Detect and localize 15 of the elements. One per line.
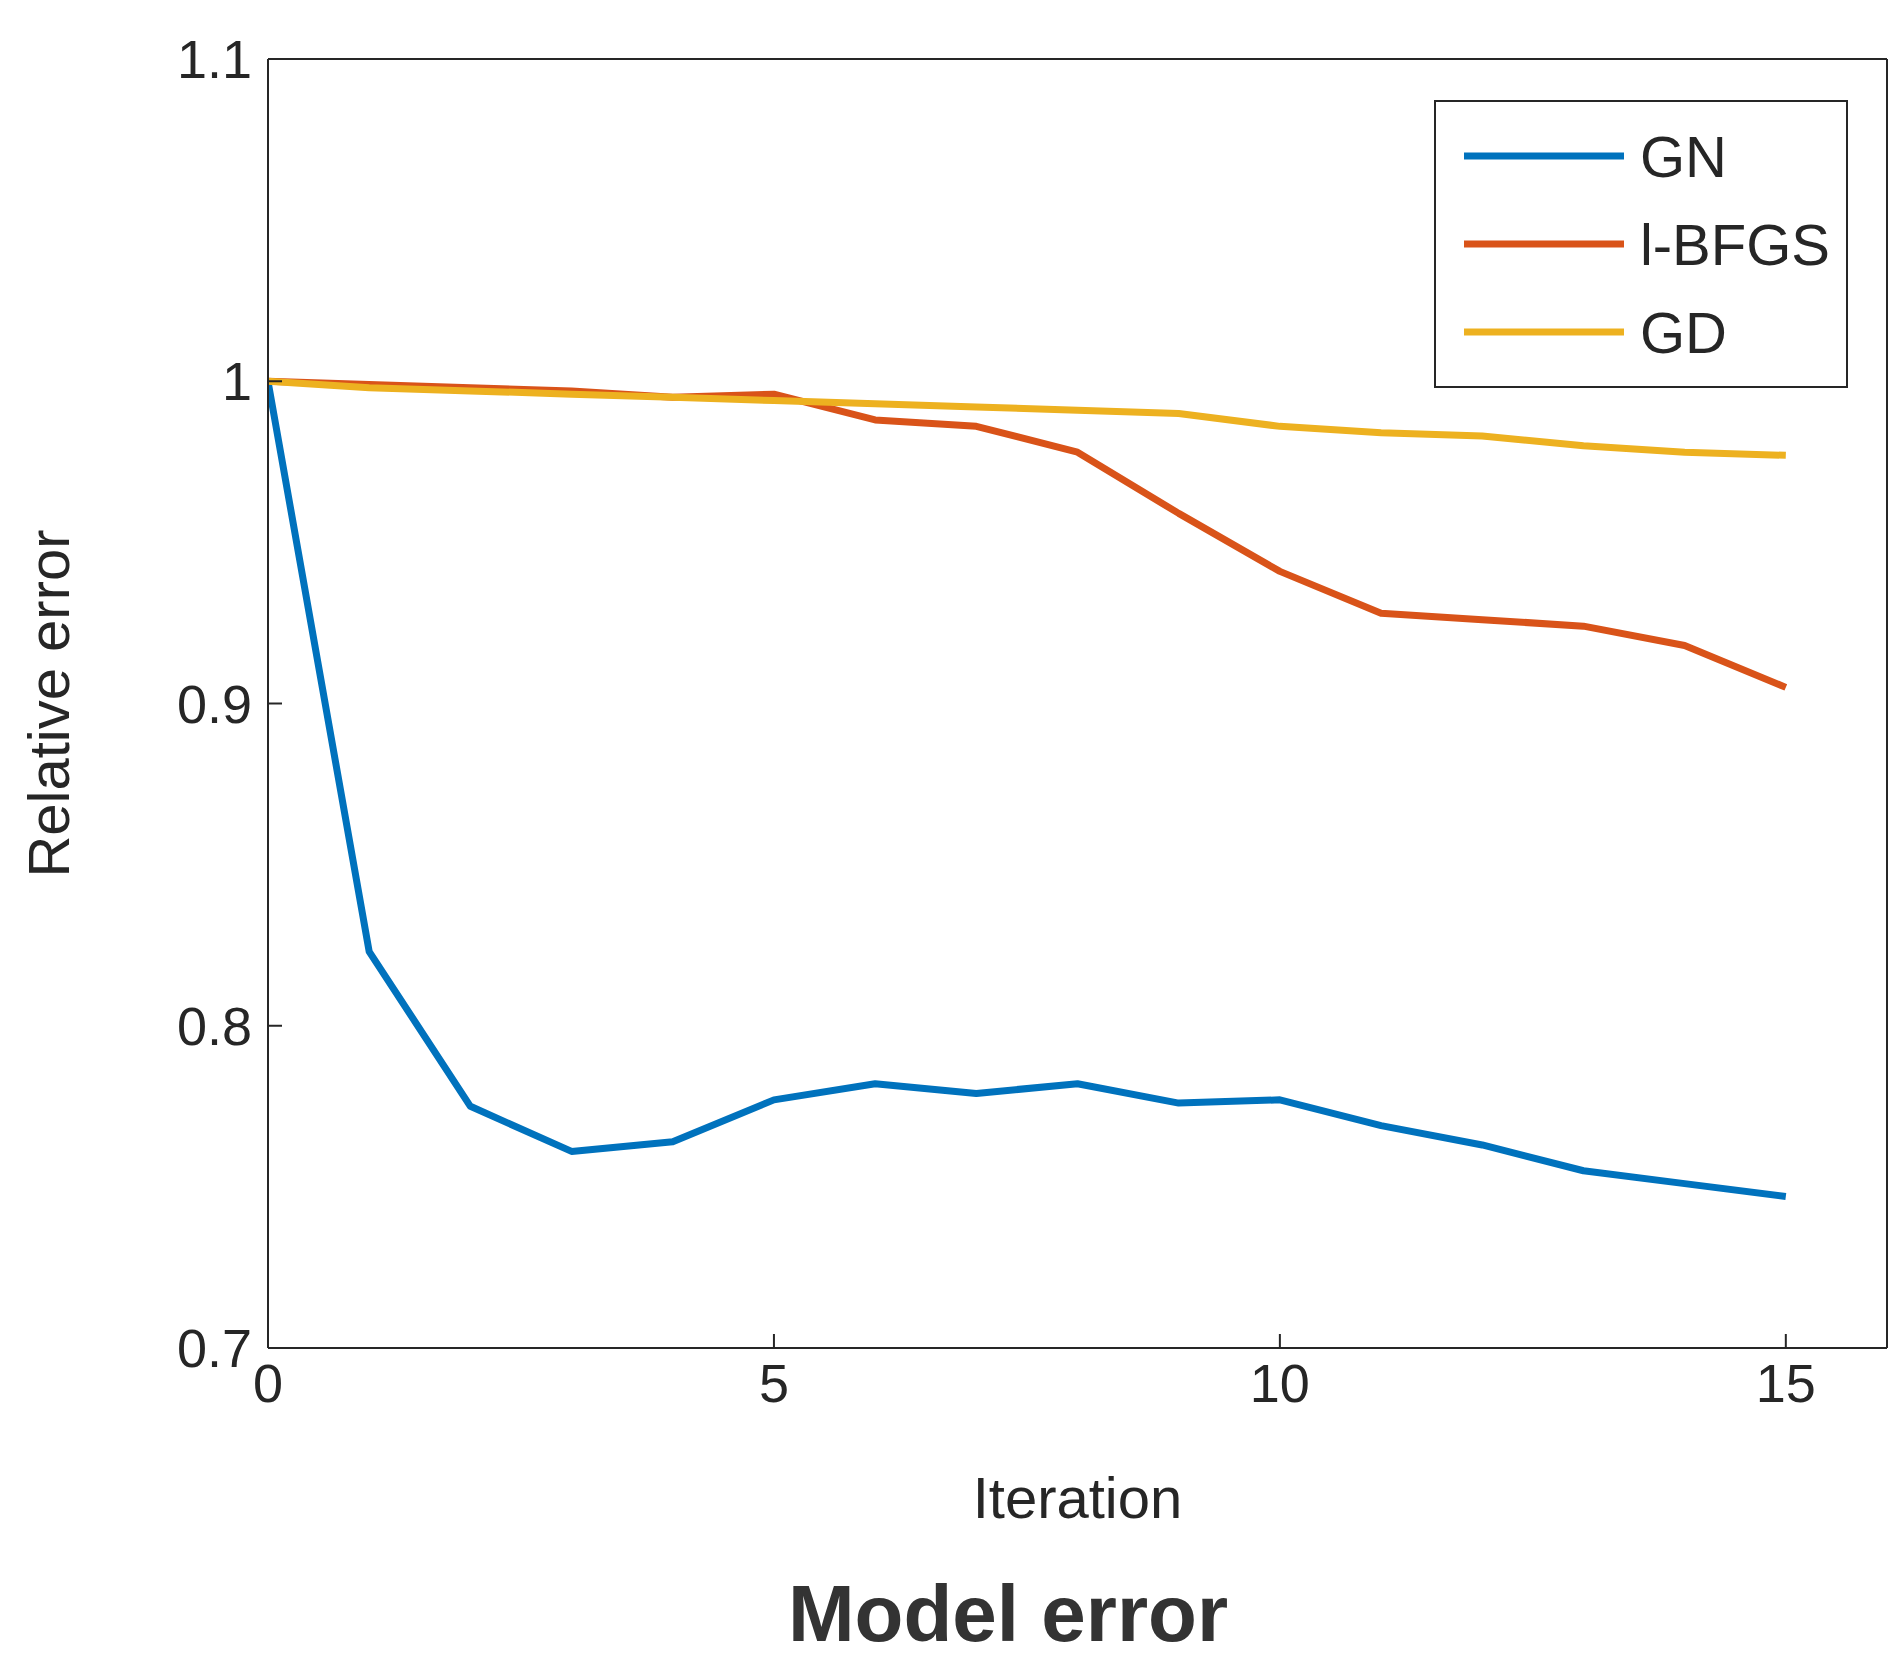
x-tick-label: 0: [252, 1353, 284, 1414]
x-tick-label: 5: [758, 1353, 789, 1414]
y-tick-label: 0.7: [176, 1318, 252, 1379]
text: Model error: [786, 1568, 1230, 1660]
legend-label: GD: [1639, 298, 1727, 366]
y-tick-label: 1.1: [176, 29, 252, 90]
x-axis-title: Iteration: [972, 1465, 1183, 1530]
x-tick-label: 15: [1755, 1353, 1816, 1414]
y-axis-title: Relative error: [15, 529, 81, 878]
legend-label: l-BFGS: [1639, 210, 1830, 278]
y-tick-label: 1: [221, 351, 252, 412]
x-tick-label: 10: [1249, 1353, 1310, 1414]
y-tick-label: 0.8: [176, 995, 252, 1056]
y-tick-label: 0.9: [176, 673, 252, 734]
legend-label: GN: [1639, 122, 1727, 190]
